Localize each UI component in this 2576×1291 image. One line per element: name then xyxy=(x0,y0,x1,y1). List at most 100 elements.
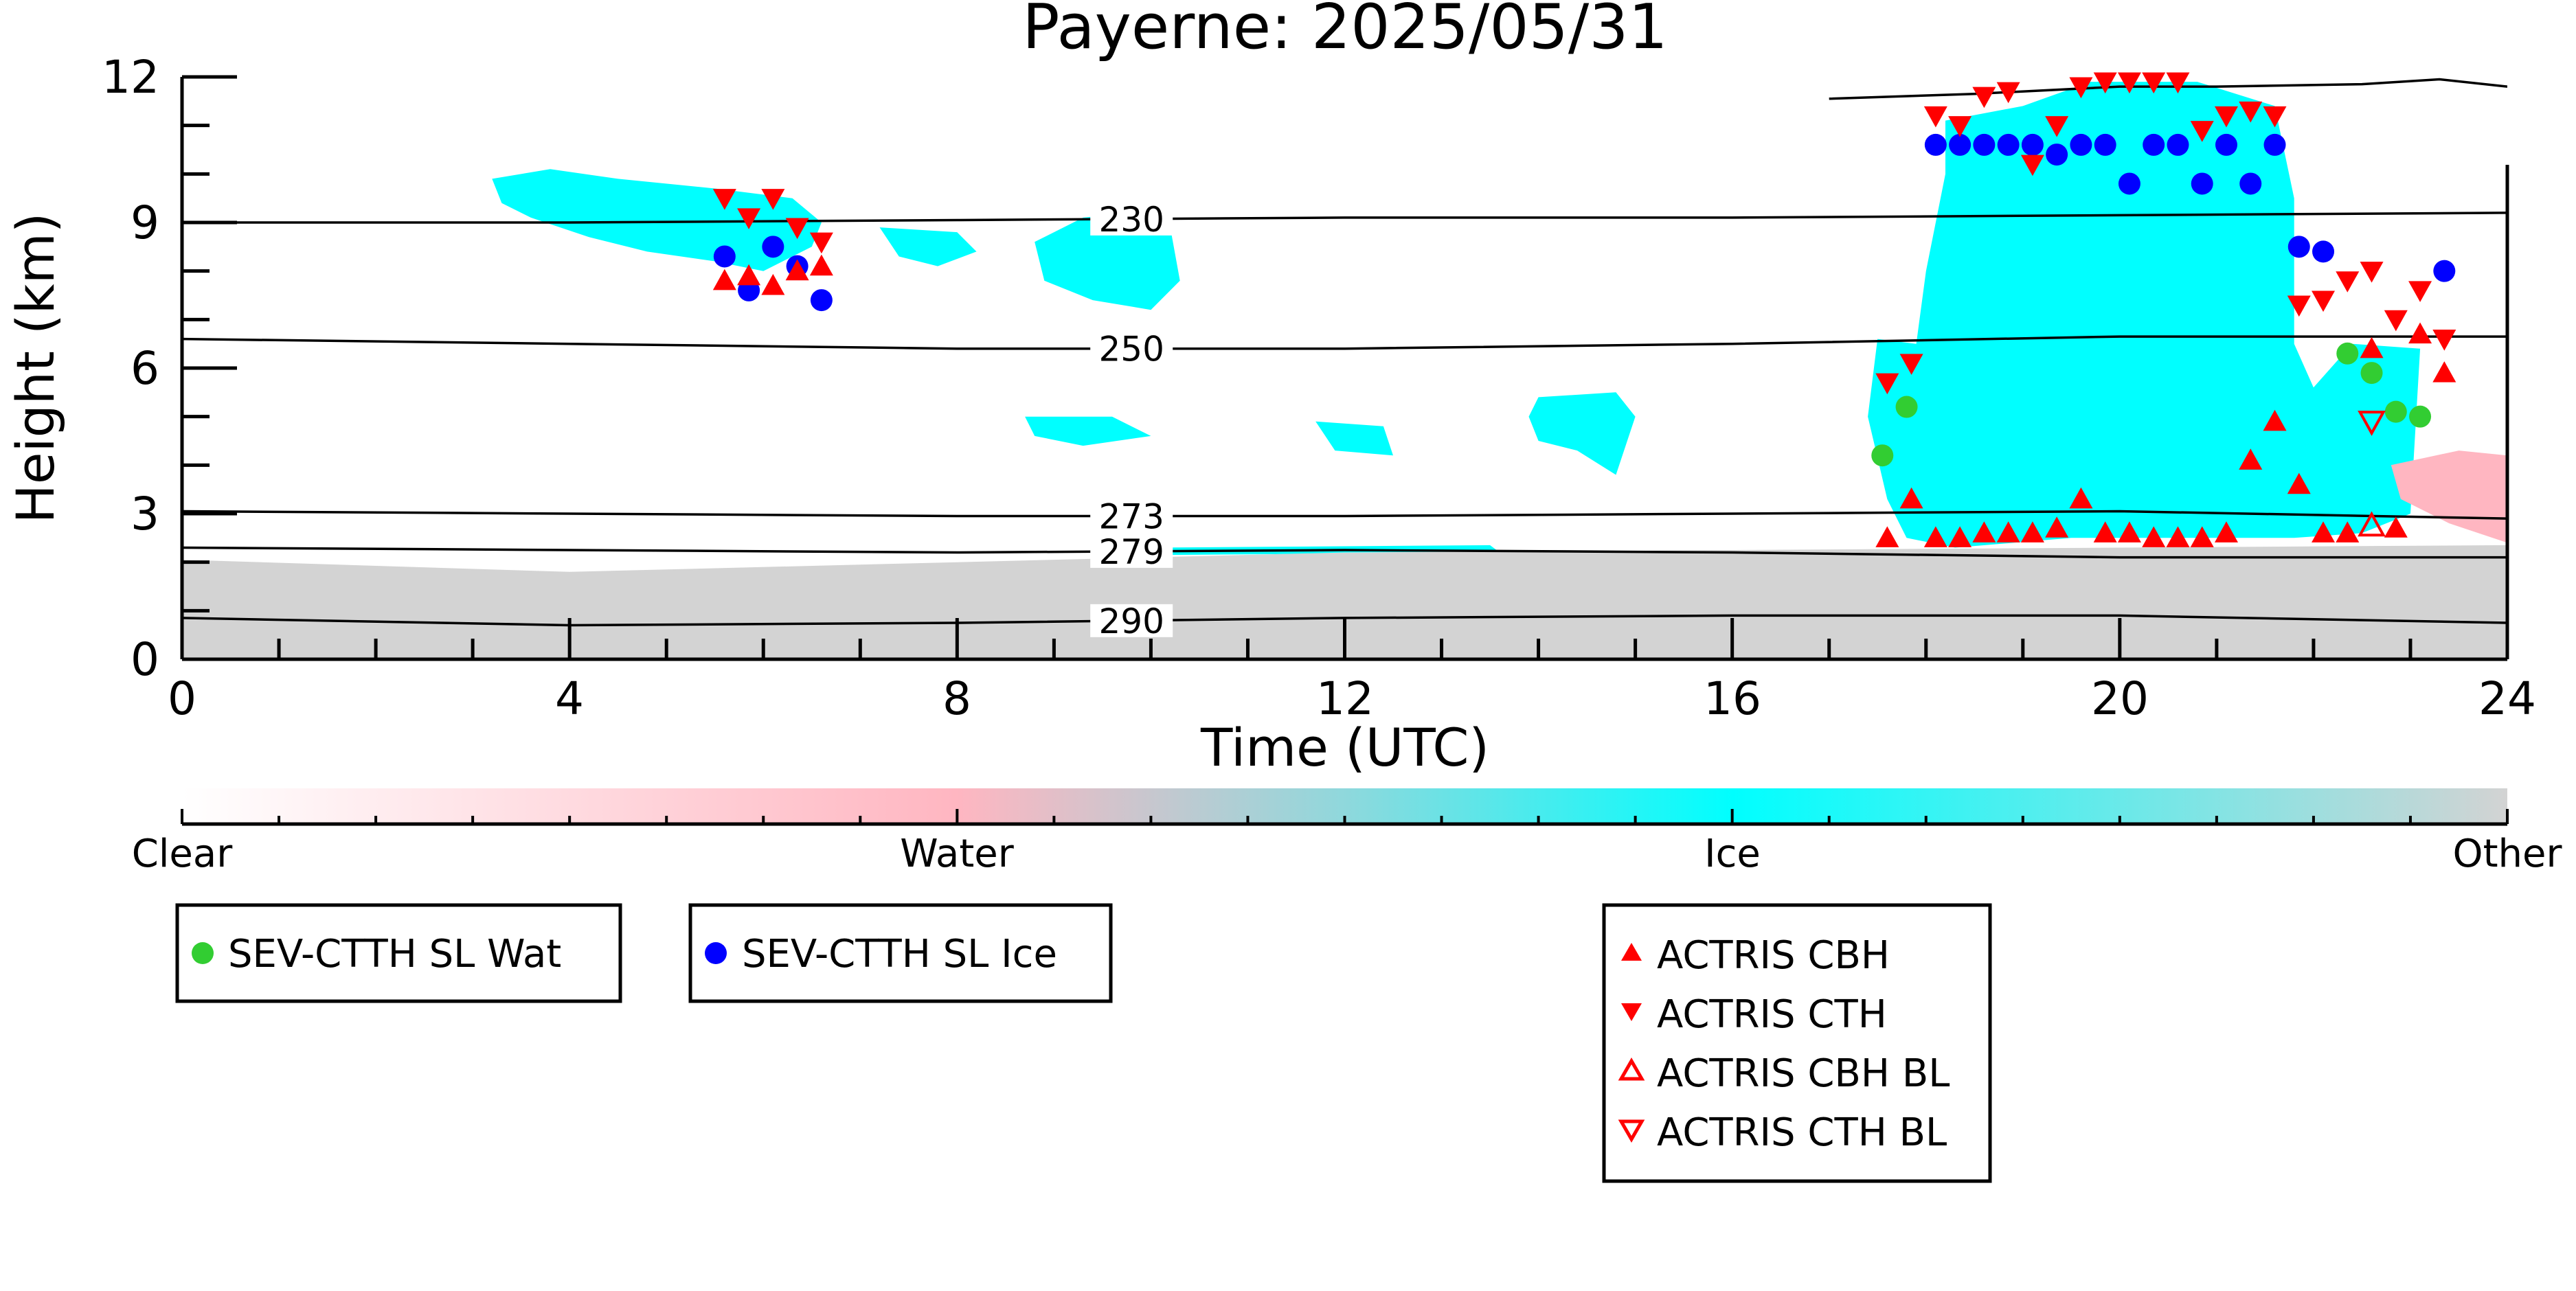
data-point xyxy=(2142,72,2166,94)
y-axis-label: Height (km) xyxy=(5,213,66,524)
x-tick-label: 12 xyxy=(1316,672,1374,725)
isotherm-label: 279 xyxy=(1098,532,1164,572)
data-point xyxy=(2214,106,2238,128)
cloud-region-ice xyxy=(1868,82,2421,548)
legend-marker-blue-circle xyxy=(705,942,727,964)
data-point xyxy=(2117,521,2141,542)
data-point xyxy=(2118,172,2140,195)
marker-layer xyxy=(712,72,2456,547)
legend-actris: ACTRIS CBH ACTRIS CTH ACTRIS CBH BL ACTR… xyxy=(1602,903,1992,1183)
data-point xyxy=(785,218,809,240)
legend-sev-ice: SEV-CTTH SL Ice xyxy=(688,903,1113,1003)
data-point xyxy=(1996,82,2020,104)
data-point xyxy=(2384,400,2407,423)
data-point xyxy=(2358,511,2386,537)
data-point xyxy=(2336,271,2360,293)
cloud-region-ice xyxy=(492,169,822,271)
data-point xyxy=(2167,133,2189,156)
isotherm-label-bg xyxy=(1090,534,1173,568)
data-point xyxy=(2408,281,2432,302)
colorbar-label-ice: Ice xyxy=(1704,832,1761,876)
data-point xyxy=(2336,342,2359,365)
x-tick-label: 24 xyxy=(2478,672,2536,725)
data-point xyxy=(2336,521,2360,542)
legend-box xyxy=(175,903,622,1003)
legend-label: ACTRIS CBH xyxy=(1657,933,1890,978)
isotherm-label: 230 xyxy=(1098,200,1164,240)
data-point xyxy=(1899,354,1923,375)
data-point xyxy=(2093,72,2117,94)
data-point xyxy=(1997,133,2020,156)
data-point xyxy=(1875,526,1899,547)
x-tick-label: 0 xyxy=(168,672,196,725)
data-point xyxy=(2384,516,2408,538)
colorbar-label-water: Water xyxy=(900,832,1015,876)
data-point xyxy=(2046,144,2068,166)
x-tick-label: 16 xyxy=(1704,672,1761,725)
data-point xyxy=(2408,322,2432,344)
data-point xyxy=(2287,236,2310,258)
y-tick-label: 9 xyxy=(131,196,159,249)
data-point xyxy=(762,236,784,258)
data-point xyxy=(712,269,736,290)
isotherm-label-bg xyxy=(1090,202,1173,236)
legend-box xyxy=(1602,903,1992,1183)
data-point xyxy=(2093,521,2117,542)
data-point xyxy=(2190,526,2214,547)
data-point xyxy=(2166,72,2190,94)
data-point xyxy=(2069,487,2093,509)
data-point xyxy=(761,273,785,295)
data-point xyxy=(737,208,761,229)
isotherm-layer xyxy=(182,78,2507,627)
data-point xyxy=(1899,487,1923,509)
legend-label: ACTRIS CTH BL xyxy=(1657,1110,1947,1155)
colorbar: Clear Water Ice Other xyxy=(132,788,2562,876)
x-tick-label: 20 xyxy=(2091,672,2149,725)
data-point xyxy=(809,254,833,276)
data-point xyxy=(2142,526,2166,547)
data-point xyxy=(2432,361,2456,382)
y-tick-label: 3 xyxy=(131,488,159,540)
data-point xyxy=(2045,516,2069,538)
y-tick-label: 6 xyxy=(131,342,159,395)
data-point xyxy=(810,289,833,312)
cloud-region-ice xyxy=(1315,421,1393,456)
legend-label: SEV-CTTH SL Wat xyxy=(228,932,561,976)
legend-marker-triangle-down-filled xyxy=(1621,1003,1642,1021)
data-point xyxy=(2312,290,2336,312)
data-point xyxy=(761,189,785,210)
legend-marker-triangle-down-open xyxy=(1618,1119,1645,1143)
data-point xyxy=(2263,106,2287,128)
data-point xyxy=(2312,240,2335,263)
data-point xyxy=(2287,472,2311,494)
colorbar-label-clear: Clear xyxy=(132,832,233,876)
data-point xyxy=(1948,116,1972,137)
legend-label: ACTRIS CBH BL xyxy=(1657,1051,1950,1096)
legend-box xyxy=(688,903,1113,1003)
data-point xyxy=(737,264,761,286)
isotherm-line xyxy=(182,212,2507,224)
legend-marker-triangle-up-open xyxy=(1618,1057,1645,1081)
cloud-region-water xyxy=(2391,450,2507,543)
y-tick-label: 12 xyxy=(102,51,159,104)
data-point xyxy=(1972,87,1996,108)
data-point xyxy=(2433,260,2456,282)
isotherm-label: 273 xyxy=(1098,497,1164,537)
data-point xyxy=(1923,106,1947,128)
colorbar-label-other: Other xyxy=(2452,832,2562,876)
data-point xyxy=(2069,77,2093,99)
data-point xyxy=(2360,262,2384,283)
data-point xyxy=(2384,310,2408,332)
data-point xyxy=(785,259,809,281)
cloud-region-other xyxy=(182,545,2507,659)
cloud-region-ice xyxy=(879,227,977,266)
data-point xyxy=(2432,330,2456,351)
data-point xyxy=(2239,448,2263,470)
data-point xyxy=(2070,133,2092,156)
data-point xyxy=(1973,133,1996,156)
data-point xyxy=(1949,133,1971,156)
data-point xyxy=(2094,133,2116,156)
data-point xyxy=(2360,336,2384,358)
